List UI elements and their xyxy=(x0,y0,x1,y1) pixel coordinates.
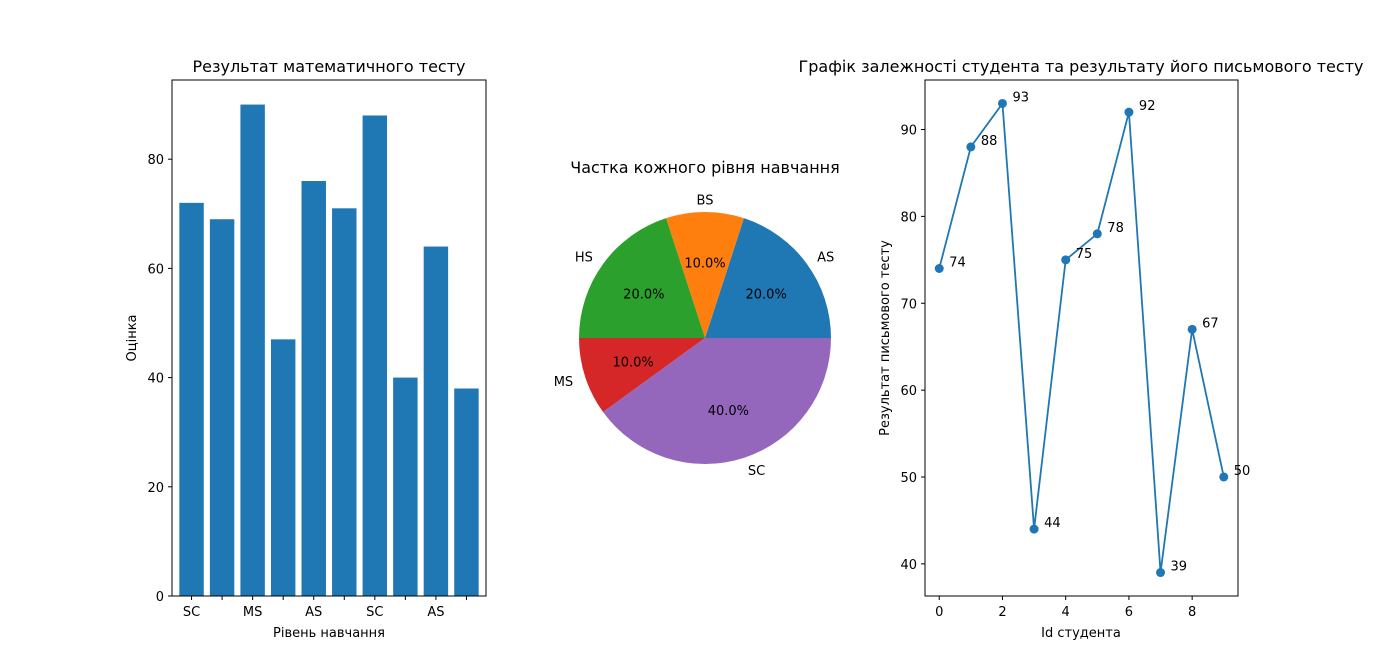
series-line xyxy=(938,100,1225,573)
line-chart-axes: 0 2 4 6 8 40 50 60 70 80 90 xyxy=(900,124,1196,620)
bar-chart-ylabel: Оцінка xyxy=(125,314,140,361)
y-tick-label: 60 xyxy=(900,384,917,399)
data-point-label: 93 xyxy=(1012,90,1029,105)
y-tick-label: 60 xyxy=(147,262,164,277)
line-chart-panel: Графік залежності студента та результату… xyxy=(799,57,1364,641)
data-point-label: 78 xyxy=(1107,221,1124,236)
bar xyxy=(301,181,326,596)
pie-slice xyxy=(666,212,744,338)
bar-chart-axes: SC MS AS SC AS 0 20 40 60 80 xyxy=(147,153,467,620)
x-tick-label: 8 xyxy=(1188,605,1196,620)
line-marks: 74 88 93 44 75 78 92 39 67 50 xyxy=(934,90,1251,578)
bar xyxy=(270,339,296,596)
pie-slice-label: MS xyxy=(554,375,573,390)
data-point xyxy=(997,98,1007,108)
line-chart-title: Графік залежності студента та результату… xyxy=(799,57,1364,76)
pie-marks: AS 20.0% BS 10.0% HS 20.0% MS 10.0% SC 40.0% xyxy=(554,193,835,478)
y-tick-label: 70 xyxy=(900,297,917,312)
bar-chart-panel: Результат математичного тесту SC MS AS SC AS… xyxy=(125,57,487,641)
y-tick-label: 50 xyxy=(900,471,917,486)
x-tick-label: AS xyxy=(427,605,444,620)
bar-marks xyxy=(179,104,479,597)
data-point xyxy=(1156,568,1166,578)
pie-slice-label: BS xyxy=(697,193,714,208)
data-point xyxy=(1092,229,1102,239)
pie-percent-label: 20.0% xyxy=(746,288,787,303)
data-point-label: 67 xyxy=(1202,316,1219,331)
x-tick-label: 0 xyxy=(935,605,943,620)
data-point xyxy=(1187,324,1197,334)
bar-chart-xlabel: Рівень навчання xyxy=(273,626,385,641)
pie-chart-panel: Частка кожного рівня навчання AS 20.0% BS 1… xyxy=(554,158,840,479)
bar xyxy=(362,115,388,596)
data-point-label: 44 xyxy=(1044,516,1061,531)
pie-slice xyxy=(579,218,705,338)
data-point-label: 92 xyxy=(1139,99,1156,114)
data-point-label: 50 xyxy=(1234,464,1251,479)
pie-slice-label: HS xyxy=(575,251,593,266)
bar xyxy=(393,377,418,596)
data-point-label: 39 xyxy=(1171,560,1188,575)
y-tick-label: 20 xyxy=(147,481,164,496)
data-point xyxy=(966,142,976,152)
data-point-label: 88 xyxy=(981,134,998,149)
x-tick-label: 6 xyxy=(1125,605,1133,620)
x-tick-label: 2 xyxy=(998,605,1006,620)
bar xyxy=(179,202,204,596)
bar xyxy=(454,388,479,596)
x-tick-label: SC xyxy=(183,605,200,620)
y-tick-label: 40 xyxy=(147,372,164,387)
data-point xyxy=(934,264,944,274)
data-point xyxy=(1219,472,1229,482)
pie-percent-label: 20.0% xyxy=(623,288,664,303)
y-tick-label: 90 xyxy=(900,124,917,139)
x-tick-label: SC xyxy=(366,605,383,620)
line-chart-ylabel: Результат письмового тесту xyxy=(878,240,893,436)
bar-chart-frame xyxy=(171,79,487,597)
y-tick-label: 0 xyxy=(156,590,164,605)
y-tick-label: 80 xyxy=(900,210,917,225)
data-point-label: 74 xyxy=(949,256,966,271)
pie-slice xyxy=(705,218,831,338)
pie-slice-label: AS xyxy=(817,251,834,266)
bar xyxy=(240,104,265,597)
bar-chart-title: Результат математичного тесту xyxy=(192,57,465,76)
bar xyxy=(332,208,357,597)
pie-chart-title: Частка кожного рівня навчання xyxy=(570,158,840,177)
data-point xyxy=(1029,524,1039,534)
y-tick-label: 80 xyxy=(147,153,164,168)
bar xyxy=(209,219,235,596)
y-tick-label: 40 xyxy=(900,558,917,573)
pie-percent-label: 10.0% xyxy=(684,256,725,271)
data-point xyxy=(1124,107,1134,117)
bar xyxy=(423,246,449,597)
pie-percent-label: 10.0% xyxy=(612,355,653,370)
x-tick-label: MS xyxy=(243,605,262,620)
pie-slice xyxy=(603,338,831,465)
line-chart-xlabel: Id студента xyxy=(1041,626,1121,641)
x-tick-label: 4 xyxy=(1062,605,1070,620)
data-point-label: 75 xyxy=(1076,247,1093,262)
data-point xyxy=(1061,255,1071,265)
pie-slice-label: SC xyxy=(748,464,765,479)
pie-slice xyxy=(579,338,705,413)
line-chart-frame xyxy=(924,79,1239,597)
x-tick-label: AS xyxy=(305,605,322,620)
pie-percent-label: 40.0% xyxy=(708,404,749,419)
